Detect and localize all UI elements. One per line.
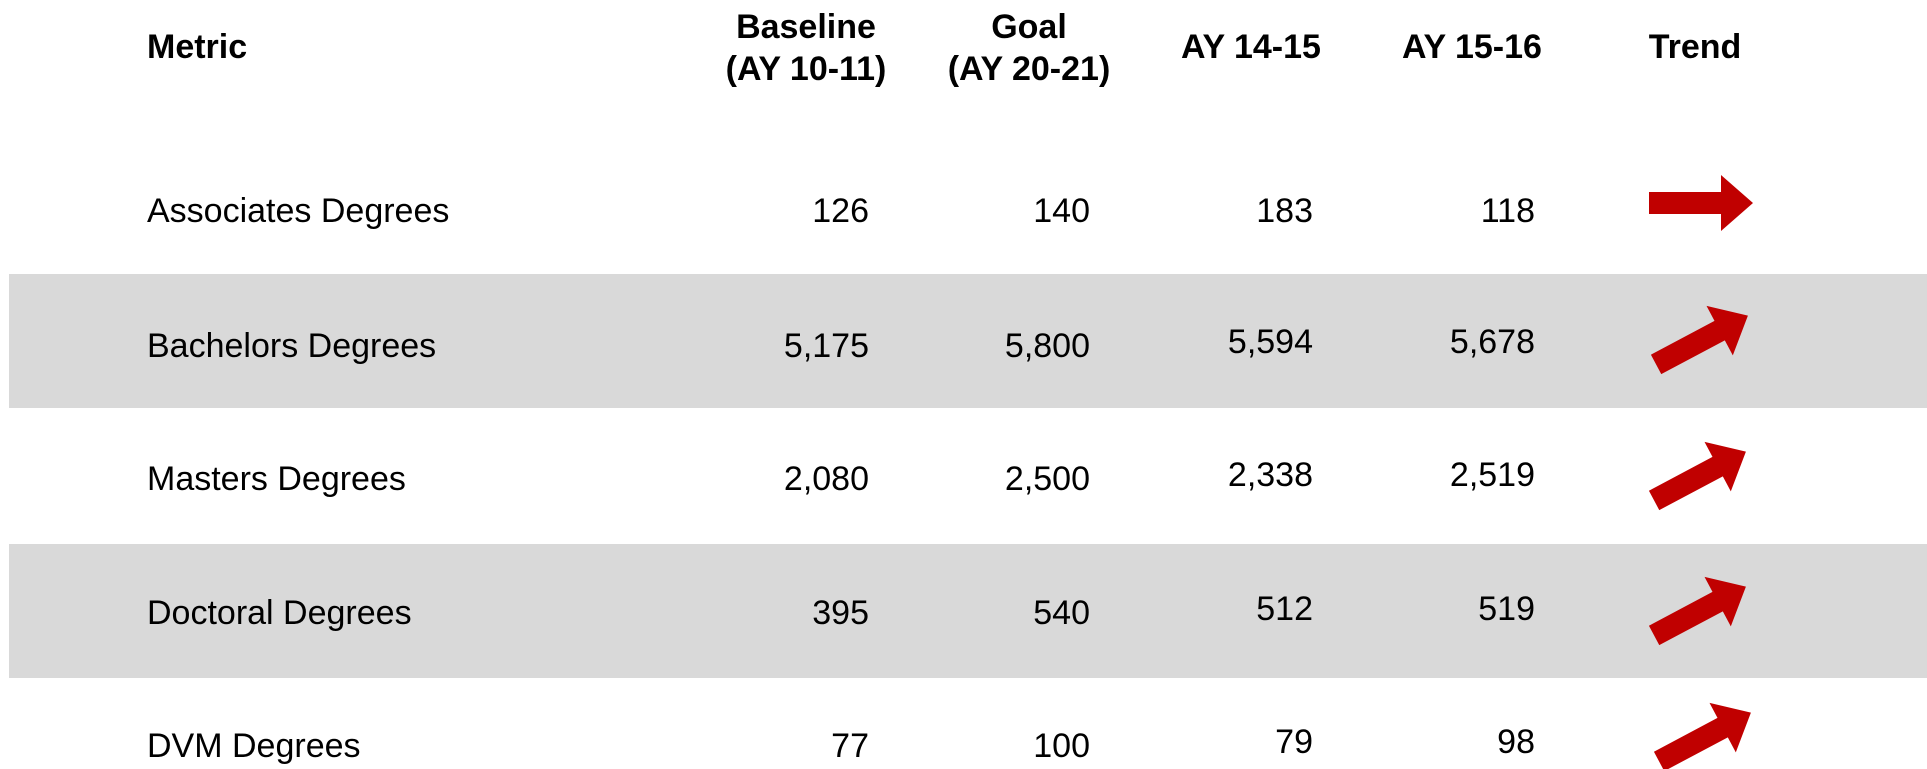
metric-value: 183 bbox=[1256, 192, 1313, 230]
metric-value: 100 bbox=[1033, 727, 1090, 765]
column-header: Metric bbox=[147, 28, 247, 66]
metric-value: 5,678 bbox=[1450, 323, 1535, 361]
trend-arrows bbox=[1648, 175, 1753, 769]
metric-value: 2,338 bbox=[1228, 456, 1313, 494]
trend-arrow bbox=[1653, 702, 1751, 769]
row-band bbox=[9, 274, 1927, 408]
metric-value: 395 bbox=[812, 594, 869, 632]
metric-value: 540 bbox=[1033, 594, 1090, 632]
metric-value: 5,175 bbox=[784, 327, 869, 365]
metric-name: Bachelors Degrees bbox=[147, 327, 436, 365]
metric-value: 77 bbox=[831, 727, 869, 765]
metric-value: 2,080 bbox=[784, 460, 869, 498]
metric-value: 98 bbox=[1497, 723, 1535, 761]
metric-name: DVM Degrees bbox=[147, 727, 361, 765]
column-header: AY 15-16 bbox=[1402, 28, 1542, 66]
metric-value: 126 bbox=[812, 192, 869, 230]
trend-arrow bbox=[1648, 576, 1746, 646]
metric-value: 2,500 bbox=[1005, 460, 1090, 498]
column-header: AY 14-15 bbox=[1181, 28, 1321, 66]
metric-value: 140 bbox=[1033, 192, 1090, 230]
metric-value: 512 bbox=[1256, 590, 1313, 628]
column-header: Goal (AY 20-21) bbox=[948, 8, 1111, 88]
metric-name: Associates Degrees bbox=[147, 192, 449, 230]
metric-value: 2,519 bbox=[1450, 456, 1535, 494]
metric-name: Doctoral Degrees bbox=[147, 594, 412, 632]
trend-arrow bbox=[1650, 305, 1748, 375]
trend-arrow bbox=[1649, 175, 1753, 231]
metric-value: 519 bbox=[1478, 590, 1535, 628]
column-header: Trend bbox=[1649, 28, 1742, 66]
metric-value: 118 bbox=[1481, 192, 1535, 230]
column-header: Baseline (AY 10-11) bbox=[726, 8, 887, 88]
row-band bbox=[9, 544, 1927, 678]
metric-value: 79 bbox=[1275, 723, 1313, 761]
metric-value: 5,800 bbox=[1005, 327, 1090, 365]
metric-name: Masters Degrees bbox=[147, 460, 406, 498]
metric-value: 5,594 bbox=[1228, 323, 1313, 361]
trend-arrow bbox=[1648, 441, 1746, 511]
